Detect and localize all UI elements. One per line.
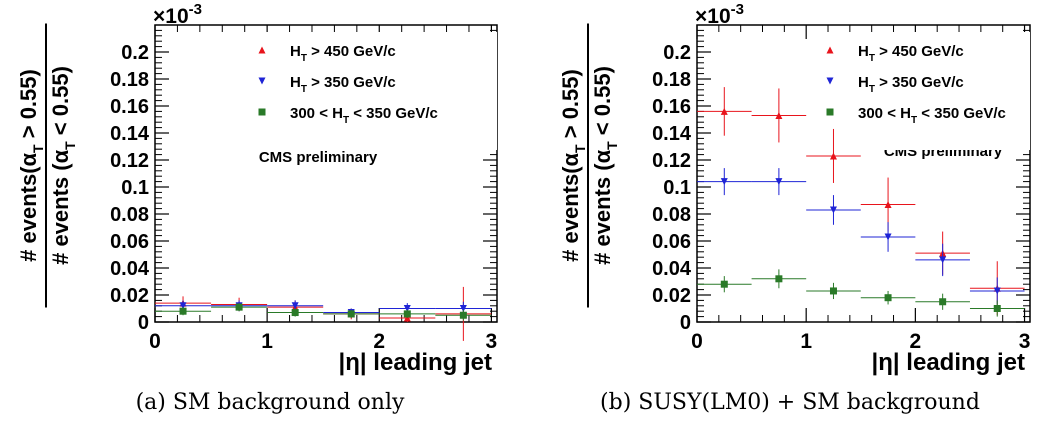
x-tick-label: 0	[691, 330, 703, 353]
legend-label: 300 < HT​ < 350 GeV/c	[858, 105, 1006, 126]
data-point	[720, 178, 728, 186]
data-point	[775, 178, 783, 186]
legend-label: HT​ > 350 GeV/c	[858, 74, 964, 95]
data-point	[235, 303, 243, 311]
plot-frame	[154, 24, 498, 323]
y-tick-label: 0.02	[652, 285, 691, 307]
legend-label: HT​ > 350 GeV/c	[290, 74, 396, 95]
y-tick-label: 0.06	[110, 231, 149, 253]
x-axis-title: |η| leading jet	[872, 349, 1025, 376]
data-point	[720, 280, 728, 288]
data-point	[829, 206, 837, 214]
y-tick-label: 0.12	[110, 150, 149, 172]
exponent-label: ×10-3	[153, 1, 202, 28]
series-1	[697, 168, 1025, 305]
y-tick-label: 0.16	[652, 96, 691, 118]
y-tick-label: 0.08	[652, 204, 691, 226]
y-tick-label: 0	[680, 312, 691, 334]
y-axis-title-numerator: # events(αT​ > 0.55)	[16, 69, 46, 262]
cms-preliminary-label: CMS preliminary	[259, 149, 378, 166]
data-point	[829, 152, 837, 160]
data-point	[829, 287, 837, 295]
x-axis-title: |η| leading jet	[339, 349, 492, 376]
legend-marker	[826, 46, 834, 54]
data-point	[720, 107, 728, 115]
x-tick-label: 2	[910, 330, 922, 353]
y-axis-title: # events(αT​ > 0.55)# events (αT​ < 0.55…	[558, 23, 620, 308]
legend-box	[240, 32, 497, 150]
x-tick-label: 0	[149, 330, 161, 353]
chart-panel-a: 0 0.02 0.04 0.06 0.08 0.1 0.12 0.14 0.16 0.18 0.2 0…	[16, 1, 498, 376]
x-tick-label: 3	[486, 330, 498, 353]
series-2	[155, 303, 492, 321]
data-point	[884, 201, 892, 209]
legend-marker	[826, 77, 834, 85]
data-point	[993, 287, 1001, 295]
data-point	[993, 305, 1001, 312]
y-tick-label: 0.14	[652, 123, 692, 145]
legend-marker	[258, 108, 266, 116]
y-axis-title: # events(αT​ > 0.55)# events (αT​ < 0.55…	[16, 23, 78, 308]
data-point	[775, 275, 783, 283]
y-axis-title-denominator: # events (αT​ < 0.55)	[590, 66, 620, 265]
data-point	[403, 305, 411, 312]
y-tick-label: 0.04	[110, 258, 150, 280]
x-tick-label: 1	[261, 330, 273, 353]
series-2	[697, 269, 1025, 317]
data-point	[347, 310, 355, 318]
y-tick-label: 0.06	[652, 231, 691, 253]
legend-marker	[258, 46, 266, 54]
y-tick-label: 0	[138, 312, 149, 334]
data-point	[291, 302, 299, 310]
legend-marker	[826, 108, 834, 116]
caption-b: (b) SUSY(LM0) + SM background	[600, 390, 980, 415]
y-axis-title-numerator: # events(αT​ > 0.55)	[558, 69, 588, 262]
y-tick-label: 0.1	[121, 177, 149, 199]
data-point	[459, 305, 467, 312]
y-tick-label: 0.04	[652, 258, 692, 280]
data-point	[291, 309, 299, 317]
y-tick-label: 0.2	[663, 42, 691, 64]
x-tick-label: 3	[1019, 330, 1031, 353]
data-point	[403, 310, 411, 318]
y-tick-label: 0.08	[110, 204, 149, 226]
y-tick-label: 0.18	[110, 69, 149, 91]
exponent-label: ×10-3	[695, 1, 744, 28]
data-point	[179, 302, 187, 310]
data-point	[775, 111, 783, 119]
data-point	[179, 307, 187, 315]
chart-panel-b: 0 0.02 0.04 0.06 0.08 0.1 0.12 0.14 0.16 0.18 0.2 0…	[558, 1, 1031, 376]
legend-label: HT​ > 450 GeV/c	[858, 43, 964, 64]
data-point	[459, 311, 467, 319]
caption-a: (a) SM background only	[136, 390, 405, 415]
legend-label: HT​ > 450 GeV/c	[290, 43, 396, 64]
legend-box	[808, 32, 1030, 150]
y-axis-title-denominator: # events (αT​ < 0.55)	[48, 66, 78, 265]
y-tick-label: 0.1	[663, 177, 691, 199]
y-tick-label: 0.14	[110, 123, 150, 145]
data-point	[939, 298, 947, 306]
data-point	[884, 294, 892, 302]
x-tick-label: 1	[800, 330, 812, 353]
y-tick-label: 0.02	[110, 285, 149, 307]
x-tick-label: 2	[373, 330, 385, 353]
data-point	[884, 233, 892, 241]
legend-label: 300 < HT​ < 350 GeV/c	[290, 105, 438, 126]
data-point	[939, 256, 947, 264]
y-tick-label: 0.2	[121, 42, 149, 64]
legend-marker	[258, 77, 266, 85]
y-tick-label: 0.12	[652, 150, 691, 172]
y-tick-label: 0.16	[110, 96, 149, 118]
y-tick-label: 0.18	[652, 69, 691, 91]
plot-frame	[696, 24, 1031, 323]
